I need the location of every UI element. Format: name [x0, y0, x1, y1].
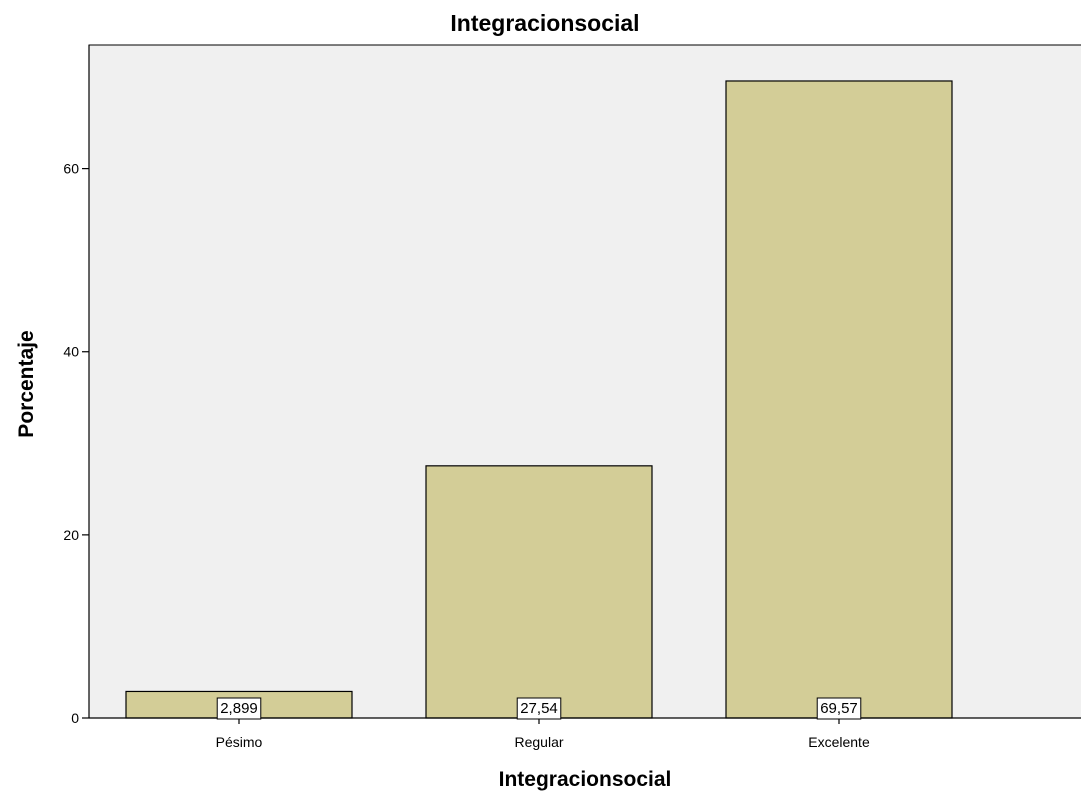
data-label-text-0: 2,899 — [220, 700, 258, 717]
data-label-0: 2,899 — [216, 697, 262, 720]
data-label-2: 69,57 — [816, 697, 862, 720]
data-label-box-2 — [816, 697, 862, 720]
data-labels-group: 2,899 27,54 69,57 — [216, 697, 862, 720]
y-tick-label-0: 0 — [71, 710, 79, 726]
y-tick-label-1: 20 — [63, 527, 79, 543]
chart-title: Integracionsocial — [450, 10, 639, 36]
data-label-box-1 — [516, 697, 562, 720]
bar-2 — [725, 80, 953, 719]
y-tick-label-2: 40 — [63, 344, 79, 360]
bar-1 — [425, 465, 653, 719]
y-tick-label-3: 60 — [63, 161, 79, 177]
data-label-text-2: 69,57 — [820, 700, 858, 717]
x-tick-label-1: Regular — [514, 734, 563, 750]
data-label-text-1: 27,54 — [520, 700, 558, 717]
data-label-1: 27,54 — [516, 697, 562, 720]
x-tick-label-0: Pésimo — [216, 734, 263, 750]
y-axis-title: Porcentaje — [15, 330, 38, 437]
x-tick-label-2: Excelente — [808, 734, 870, 750]
x-axis-title: Integracionsocial — [499, 768, 672, 791]
data-label-box-0 — [216, 697, 262, 720]
